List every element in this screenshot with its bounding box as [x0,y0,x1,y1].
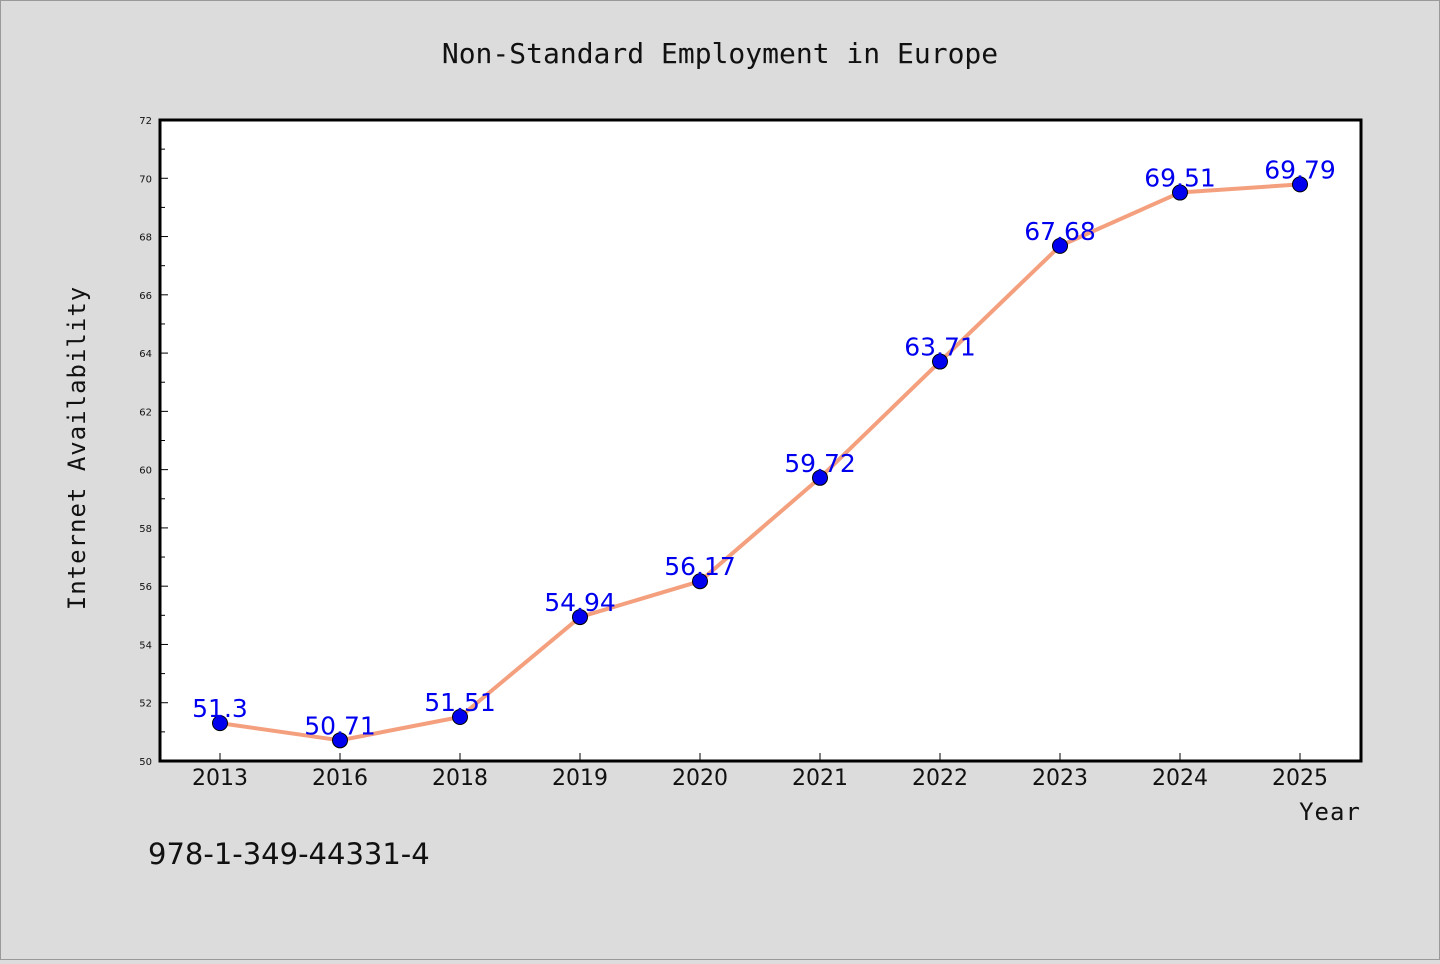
x-tick-label: 2018 [432,766,488,791]
x-tick-label: 2019 [552,766,608,791]
data-labels-group: 51.3 50.71 51.51 54.94 56.17 59.72 63.71 67.68 6… [192,155,1336,740]
x-tick-label: 2024 [1152,766,1208,791]
data-point [572,609,588,626]
data-label: 56.17 [664,552,736,581]
y-tick-label: 58 [139,524,152,535]
x-tick-label: 2025 [1272,766,1328,791]
y-tick-label: 62 [139,407,152,418]
data-label: 69.79 [1264,155,1336,184]
y-tick-label: 50 [139,757,152,768]
data-point [1292,176,1308,193]
y-tick-label: 52 [139,699,152,710]
x-tick-label: 2020 [672,766,728,791]
chart-title: Non-Standard Employment in Europe [442,37,998,70]
y-tick-label: 60 [139,466,152,477]
x-tick-label: 2021 [792,766,848,791]
y-tick-label: 64 [139,349,152,360]
data-label: 54.94 [544,588,616,617]
x-tick-label: 2023 [1032,766,1088,791]
series-group [212,176,1308,749]
data-label: 51.3 [192,694,248,723]
data-label: 63.71 [904,333,976,362]
plot-area [158,118,1363,763]
x-tick-label: 2013 [192,766,248,791]
x-tick-label: 2016 [312,766,368,791]
x-axis-title: Year [1299,798,1361,826]
y-tick-label: 56 [139,582,152,593]
y-tick-label: 68 [139,233,152,244]
data-point [932,353,948,370]
data-point [692,573,708,590]
data-label: 59.72 [784,449,856,478]
data-point [452,709,468,726]
y-tick-label: 70 [139,174,152,185]
y-axis-title: Internet Availability [63,286,91,610]
data-point [1052,237,1068,254]
data-label: 50.71 [304,711,376,740]
data-point [332,732,348,749]
y-axis: 50 52 54 56 58 60 62 64 66 68 70 72 [139,116,168,768]
x-tick-label: 2022 [912,766,968,791]
y-tick-label: 72 [139,116,152,127]
series-line [219,182,1301,743]
data-label: 69.51 [1144,164,1216,193]
data-point [212,715,228,732]
y-tick-label: 66 [139,291,152,302]
x-axis: 2013 2016 2018 2019 2020 2021 2022 2023 2024 2025 [192,753,1328,791]
data-label: 51.51 [424,688,496,717]
data-point [1172,184,1188,201]
data-label: 67.68 [1024,217,1096,246]
y-tick-label: 54 [139,640,152,651]
data-point [812,469,828,486]
isbn-annotation: 978-1-349-44331-4 [148,837,430,871]
